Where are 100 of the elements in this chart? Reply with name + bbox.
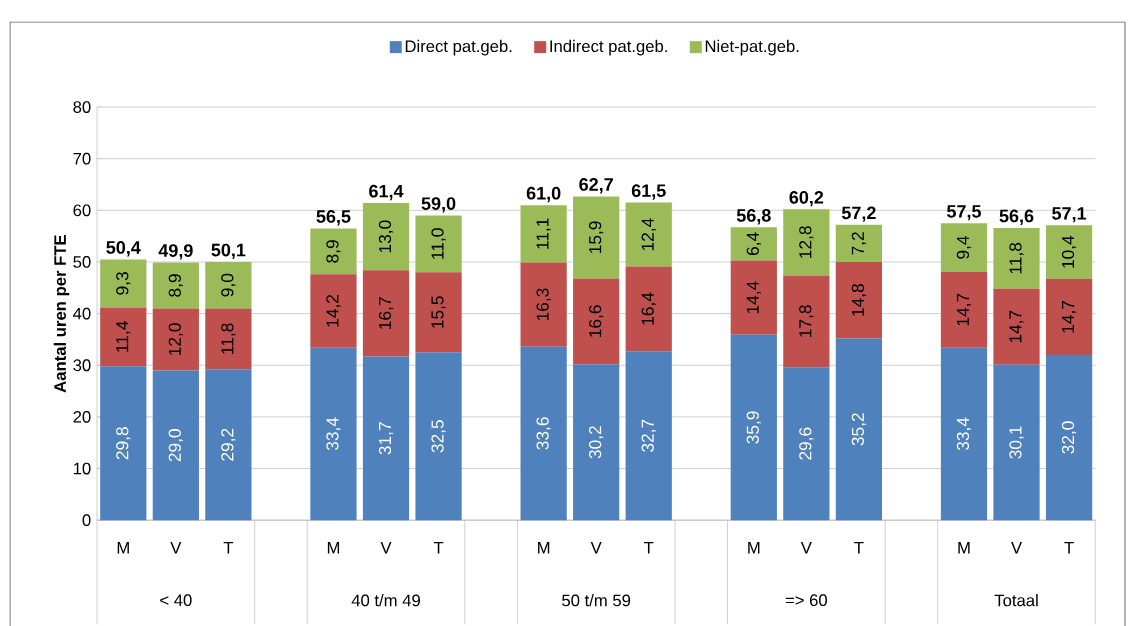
data-label: 11,4 <box>116 321 131 352</box>
y-tick-label: 70 <box>73 152 91 165</box>
total-label: 62,7 <box>579 177 613 194</box>
total-label: 50,1 <box>211 243 246 259</box>
data-label: 14,8 <box>851 283 867 316</box>
x-tick-label: V <box>380 541 392 554</box>
data-label: 33,4 <box>326 417 341 451</box>
data-label: 12,0 <box>168 323 184 355</box>
bar <box>940 347 988 521</box>
bar <box>835 261 883 339</box>
bar <box>940 271 988 348</box>
total-label: 57,5 <box>947 205 981 221</box>
data-label: 14,7 <box>1009 310 1024 343</box>
x-tick-label: V <box>1011 541 1022 554</box>
data-label: 16,3 <box>536 288 551 321</box>
total-label: 50,4 <box>106 240 141 257</box>
bar <box>152 370 199 521</box>
data-label: 31,7 <box>378 422 394 455</box>
bar <box>415 352 462 521</box>
text: < 40 <box>160 594 192 606</box>
y-tick-label: 30 <box>73 359 91 372</box>
data-label: 11,8 <box>1009 242 1024 274</box>
data-label: 16,6 <box>589 305 604 337</box>
bar <box>205 308 252 370</box>
data-label: 29,6 <box>799 427 814 460</box>
data-label: 33,6 <box>536 417 551 450</box>
bar <box>415 215 462 273</box>
data-label: 14,7 <box>956 293 972 326</box>
y-tick-label: 80 <box>73 101 91 113</box>
bar <box>520 205 567 263</box>
total-label: 56,5 <box>316 210 351 226</box>
bar <box>362 203 410 271</box>
data-label: 12,8 <box>799 226 814 258</box>
text: 50 t/m 59 <box>562 593 631 607</box>
x-tick-label: V <box>170 541 182 554</box>
y-tick-label: 0 <box>82 514 91 526</box>
data-label: 9,3 <box>116 272 131 295</box>
bar <box>573 196 620 279</box>
bar <box>415 272 462 353</box>
bar <box>625 351 672 521</box>
text: Totaal <box>994 593 1038 607</box>
bar <box>625 266 672 352</box>
legend-label: Niet-pat.geb. <box>705 39 799 56</box>
bar <box>783 209 830 276</box>
bar <box>993 288 1040 365</box>
bar <box>835 224 883 262</box>
total-label: 61,4 <box>369 184 404 201</box>
data-label: 9,4 <box>956 235 972 259</box>
data-label: 17,8 <box>799 305 814 337</box>
x-tick-label: M <box>958 541 970 554</box>
total-label: 49,9 <box>158 244 193 260</box>
bar <box>100 366 147 521</box>
x-tick-label: V <box>800 541 812 554</box>
bar <box>520 262 567 347</box>
text: 40 t/m 49 <box>351 593 420 607</box>
bar <box>362 270 410 357</box>
bar <box>100 307 147 367</box>
data-label: 33,4 <box>956 417 972 451</box>
legend-label: Indirect pat.geb. <box>550 39 667 56</box>
bar <box>310 274 357 348</box>
bar <box>205 369 252 521</box>
bar <box>993 364 1040 521</box>
x-tick-label: T <box>433 541 444 554</box>
data-label: 35,9 <box>746 411 761 444</box>
data-label: 6,4 <box>746 232 761 255</box>
data-label: 14,2 <box>326 294 341 327</box>
data-label: 32,5 <box>431 420 446 453</box>
data-label: 14,4 <box>746 281 761 314</box>
bar <box>1045 278 1093 355</box>
data-label: 9,0 <box>221 273 236 297</box>
total-label: 57,1 <box>1052 207 1087 223</box>
total-label: 59,0 <box>421 197 456 213</box>
data-label: 15,5 <box>431 296 446 328</box>
x-tick-label: M <box>327 541 340 554</box>
data-label: 11,8 <box>221 323 236 354</box>
bar <box>783 367 830 521</box>
bar <box>625 202 672 267</box>
bar <box>310 347 357 521</box>
data-label: 16,7 <box>378 297 394 329</box>
data-label: 13,0 <box>378 220 394 253</box>
y-axis-title: Aantal uren per FTE <box>53 234 70 393</box>
data-label: 14,7 <box>1061 300 1077 333</box>
bar <box>152 262 199 309</box>
bar <box>152 308 199 371</box>
total-label: 61,0 <box>526 186 561 203</box>
x-tick-label: M <box>748 541 760 554</box>
bar <box>1045 225 1093 279</box>
data-label: 10,4 <box>1061 235 1077 268</box>
bar <box>783 275 830 368</box>
bar <box>730 334 777 521</box>
x-tick-label: M <box>117 541 129 554</box>
bar <box>205 261 252 309</box>
bar <box>730 260 777 335</box>
data-label: 29,8 <box>116 427 131 460</box>
y-tick-label: 60 <box>73 204 91 217</box>
data-label: 8,9 <box>168 274 184 297</box>
data-label: 32,0 <box>1061 421 1077 454</box>
bar <box>993 227 1040 289</box>
y-tick-label: 10 <box>73 462 91 475</box>
data-label: 35,2 <box>851 413 867 446</box>
